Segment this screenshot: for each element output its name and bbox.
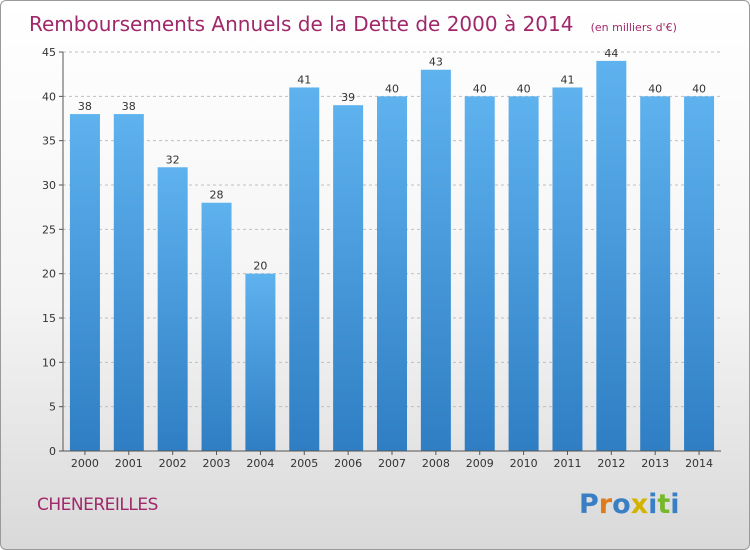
logo-letter: r (598, 489, 613, 520)
commune-name: CHENEREILLES (37, 495, 158, 515)
data-label-2008: 43 (429, 56, 443, 69)
bar-2001 (113, 114, 144, 452)
y-tick-label: 30 (42, 179, 56, 192)
bar-2008 (420, 69, 451, 451)
x-tick-label-2003: 2003 (203, 457, 231, 470)
y-tick-label: 25 (42, 223, 56, 236)
bar-2012 (596, 60, 627, 451)
y-tick-label: 20 (42, 268, 56, 281)
bar-2003 (201, 202, 232, 451)
y-tick-label: 45 (42, 46, 56, 59)
bar-2009 (464, 96, 495, 451)
x-tick-label-2013: 2013 (641, 457, 669, 470)
data-label-2013: 40 (648, 82, 662, 95)
y-tick-label: 35 (42, 135, 56, 148)
data-label-2001: 38 (122, 100, 136, 113)
data-label-2005: 41 (297, 73, 311, 86)
bar-2007 (377, 96, 407, 451)
data-label-2011: 41 (560, 73, 574, 86)
proxiti-logo: Proxiti (579, 489, 680, 520)
y-tick-label: 0 (49, 445, 56, 458)
data-label-2009: 40 (473, 82, 487, 95)
logo-letter: t (657, 489, 671, 520)
x-tick-label-2009: 2009 (466, 457, 494, 470)
logo-letter: i (648, 489, 658, 520)
data-label-2010: 40 (517, 82, 531, 95)
y-tick-label: 15 (42, 312, 56, 325)
x-tick-label-2008: 2008 (422, 457, 450, 470)
logo-letter: o (612, 489, 631, 520)
x-tick-label-2002: 2002 (159, 457, 187, 470)
x-tick-label-2014: 2014 (685, 457, 713, 470)
chart-title-main: Remboursements Annuels de la Dette de 20… (29, 12, 573, 36)
data-label-2002: 32 (166, 153, 180, 166)
bar-2000 (69, 114, 100, 452)
data-label-2014: 40 (692, 82, 706, 95)
logo-letter: i (670, 489, 680, 520)
bars: 38 38 32 28 20 41 39 40 43 40 40 41 44 40 40 (69, 47, 715, 452)
chart-title: Remboursements Annuels de la Dette de 20… (29, 12, 677, 36)
data-label-2003: 28 (210, 189, 224, 202)
bar-2014 (684, 96, 715, 451)
bar-2004 (245, 273, 276, 451)
bar-2011 (552, 87, 583, 451)
x-tick-label-2011: 2011 (553, 457, 581, 470)
y-tick-label: 40 (42, 90, 56, 103)
y-tick-label: 10 (42, 356, 56, 369)
data-label-2004: 20 (253, 260, 267, 273)
x-tick-label-2007: 2007 (378, 457, 406, 470)
x-tick-label-2006: 2006 (334, 457, 362, 470)
x-tick-label-2001: 2001 (115, 457, 143, 470)
bar-2005 (289, 87, 320, 451)
x-tick-label-2000: 2000 (71, 457, 99, 470)
data-label-2006: 39 (341, 91, 355, 104)
y-tick-label: 5 (49, 401, 56, 414)
data-label-2007: 40 (385, 82, 399, 95)
bar-2006 (333, 105, 364, 451)
x-tick-label-2005: 2005 (290, 457, 318, 470)
data-label-2000: 38 (78, 100, 92, 113)
bar-2013 (640, 96, 671, 451)
chart-title-unit: (en milliers d'€) (591, 21, 677, 34)
x-tick-label-2012: 2012 (597, 457, 625, 470)
x-tick-label-2004: 2004 (246, 457, 274, 470)
bar-2010 (508, 96, 539, 451)
bar-2002 (157, 167, 188, 451)
axes: 0 5 10 15 20 25 30 35 40 45 2000 2001 2002 2003 2004 20… (42, 46, 721, 470)
x-tick-label-2010: 2010 (510, 457, 538, 470)
logo-letter: x (630, 489, 649, 520)
logo-letter: P (579, 489, 599, 520)
data-label-2012: 44 (604, 47, 618, 60)
